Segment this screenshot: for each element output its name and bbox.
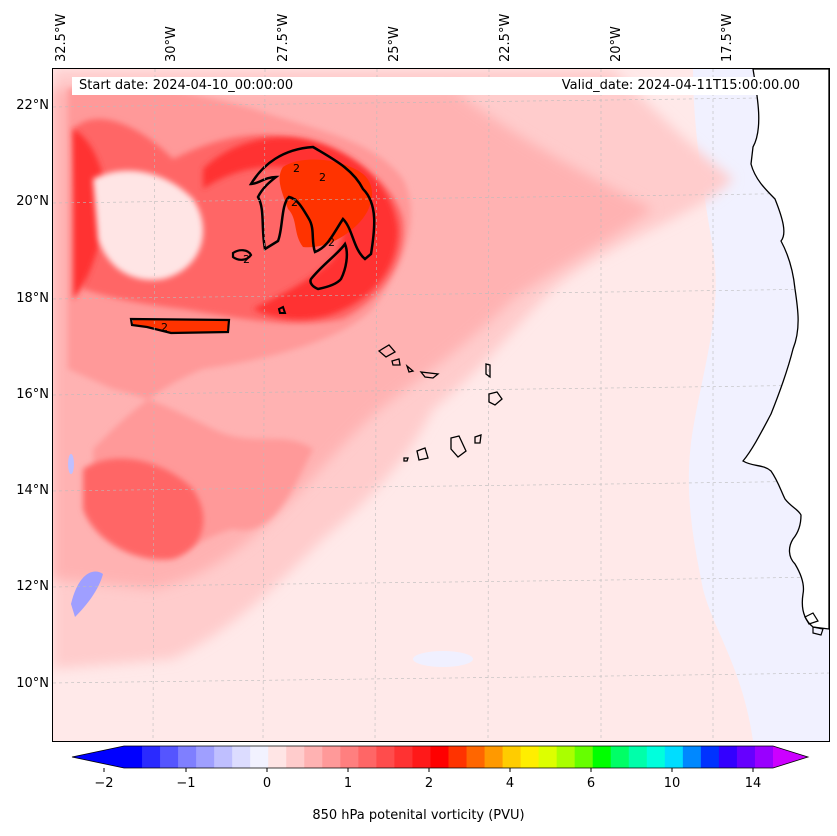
lon-label-25w: 25°W <box>387 26 402 62</box>
colorbar-extend-low <box>72 746 124 768</box>
colorbar-segment <box>160 746 179 768</box>
lat-label-20n: 20°N <box>16 194 49 209</box>
colorbar-segment <box>196 746 215 768</box>
pv-contour-2-south <box>309 241 349 291</box>
colorbar-tick-label: 4 <box>506 776 514 791</box>
colorbar-tick-label: 10 <box>664 776 681 791</box>
colorbar-outline <box>71 745 810 769</box>
colorbar-segment <box>682 746 702 768</box>
colorbar-segment <box>628 746 648 768</box>
start-date-text: Start date: 2024-04-10_00:00:00 <box>79 78 294 93</box>
pv-ring-red-2 <box>73 129 106 299</box>
colorbar-ticks: −2 −1 0 1 2 4 6 10 14 <box>94 768 761 791</box>
lon-label-30w: 30°W <box>164 26 179 62</box>
colorbar-segment <box>322 746 341 768</box>
lat-label-18n: 18°N <box>16 291 49 306</box>
colorbar-segment <box>376 746 396 768</box>
colorbar-segment <box>448 746 468 768</box>
graticule <box>53 69 829 741</box>
date-info-bar: Start date: 2024-04-10_00:00:00 Valid_da… <box>72 77 807 95</box>
african-coastline <box>742 69 829 630</box>
pv-low-speck <box>68 454 74 474</box>
colorbar-tick-label: −2 <box>94 776 113 791</box>
colorbar-segment <box>718 746 738 768</box>
colorbar-tick-label: 6 <box>587 776 595 791</box>
pv-contour-2-strip <box>129 317 231 335</box>
colorbar-segment <box>430 746 450 768</box>
lat-label-14n: 14°N <box>16 483 49 498</box>
colorbar-segment <box>394 746 414 768</box>
colorbar-segment <box>502 746 522 768</box>
contour-label: 2 <box>328 236 335 249</box>
pv-contour-2-speck <box>277 305 287 314</box>
colorbar-segment <box>268 746 287 768</box>
colorbar-segment <box>754 746 774 768</box>
colorbar-segment <box>538 746 558 768</box>
colorbar-segment <box>736 746 756 768</box>
map-panel[interactable]: 2 2 2 2 2 2 <box>52 68 830 742</box>
colorbar-segment <box>466 746 486 768</box>
colorbar-segment <box>286 746 305 768</box>
colorbar-segment <box>610 746 630 768</box>
lat-label-10n: 10°N <box>16 676 49 691</box>
pv-field-map: 2 2 2 2 2 2 <box>53 69 829 741</box>
colorbar-segment <box>358 746 377 768</box>
lon-label-22-5w: 22.5°W <box>498 13 513 62</box>
bissagos-islands <box>804 612 824 636</box>
colorbar-segment <box>664 746 684 768</box>
colorbar-segment <box>250 746 269 768</box>
colorbar-tick-label: 2 <box>425 776 433 791</box>
colorbar-segment <box>142 746 161 768</box>
colorbar-segment <box>178 746 197 768</box>
cape-verde-islands <box>377 344 503 462</box>
lon-label-27-5w: 27.5°W <box>276 13 291 62</box>
colorbar-segment <box>484 746 504 768</box>
lon-label-32-5w: 32.5°W <box>54 13 69 62</box>
lat-label-22n: 22°N <box>16 98 49 113</box>
colorbar-segment <box>124 746 143 768</box>
colorbar-label: 850 hPa potenital vorticity (PVU) <box>312 808 525 823</box>
colorbar-segment <box>556 746 576 768</box>
pv-band-strong-2 <box>83 458 204 560</box>
colorbar-segment <box>304 746 323 768</box>
contour-label: 2 <box>243 253 250 266</box>
colorbar-segment <box>574 746 594 768</box>
colorbar-segment <box>520 746 540 768</box>
colorbar-segment <box>592 746 612 768</box>
contour-label: 2 <box>291 196 298 209</box>
pv-low-speck <box>413 651 473 667</box>
colorbar-segments <box>71 745 810 769</box>
pv-high-strip <box>133 319 228 333</box>
colorbar-segment <box>646 746 666 768</box>
colorbar-tick-label: 0 <box>263 776 271 791</box>
contour-label: 2 <box>319 171 326 184</box>
pv-high-blob <box>279 159 373 248</box>
colorbar-tick-label: 14 <box>745 776 762 791</box>
lat-label-16n: 16°N <box>16 387 49 402</box>
colorbar-tick-label: −1 <box>176 776 195 791</box>
colorbar-segment <box>700 746 720 768</box>
colorbar-tick-label: 1 <box>344 776 352 791</box>
pv-low-patch-west <box>71 571 103 617</box>
colorbar-segment <box>232 746 251 768</box>
contour-label: 2 <box>161 321 168 334</box>
lon-label-17-5w: 17.5°W <box>720 13 735 62</box>
pv-contour-2 <box>248 145 376 261</box>
contour-label: 2 <box>293 162 300 175</box>
valid-date-text: Valid_date: 2024-04-11T15:00:00.00 <box>561 78 800 93</box>
colorbar-extend-high <box>773 746 808 768</box>
lat-label-12n: 12°N <box>16 579 49 594</box>
pv-swirl-core <box>93 170 203 280</box>
colorbar-segment <box>412 746 432 768</box>
colorbar: −2 −1 0 1 2 4 6 10 14 <box>71 745 810 791</box>
colorbar-segment <box>340 746 359 768</box>
lon-label-20w: 20°W <box>609 26 624 62</box>
colorbar-segment <box>214 746 233 768</box>
pv-contour-2-small <box>231 249 253 261</box>
